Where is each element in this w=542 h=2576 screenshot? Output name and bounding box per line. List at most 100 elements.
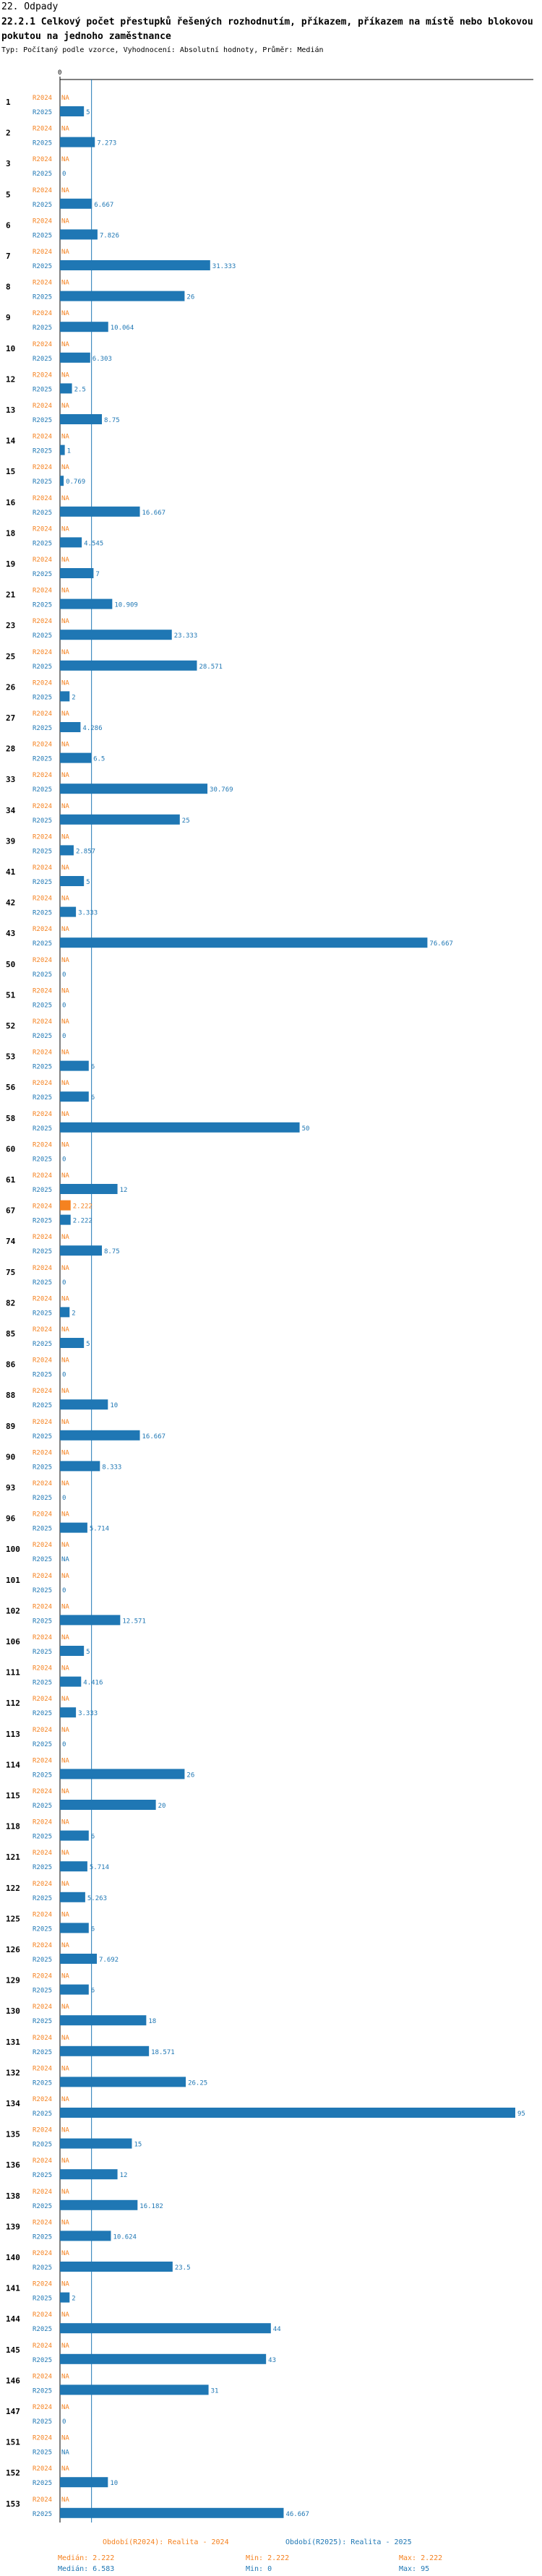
data-label-r2024: NA bbox=[61, 1727, 69, 1734]
series-label-r2025: R2025 bbox=[33, 2387, 52, 2395]
data-label-r2024: NA bbox=[61, 649, 69, 656]
series-label-r2024: R2024 bbox=[33, 156, 52, 163]
series-label-r2025: R2025 bbox=[33, 756, 52, 763]
series-label-r2024: R2024 bbox=[33, 772, 52, 779]
data-label-r2024: NA bbox=[61, 434, 69, 441]
category-label: 3 bbox=[6, 159, 11, 168]
series-label-r2025: R2025 bbox=[33, 1495, 52, 1502]
data-label-r2024: NA bbox=[61, 896, 69, 903]
bar-r2025 bbox=[60, 2384, 209, 2395]
bar-r2025 bbox=[60, 1430, 140, 1441]
data-label-r2025: 2.222 bbox=[73, 1218, 93, 1225]
category-label: 10 bbox=[6, 344, 15, 353]
data-label-r2024: NA bbox=[61, 2035, 69, 2042]
bar-r2025 bbox=[60, 414, 103, 424]
data-label-r2025: 5.263 bbox=[87, 1895, 107, 1902]
data-label-r2025: 4.286 bbox=[82, 725, 102, 732]
data-label-r2025: 95 bbox=[517, 2111, 525, 2118]
bar-r2025 bbox=[60, 1954, 98, 1964]
category-label: 129 bbox=[6, 1976, 20, 1985]
category-label: 33 bbox=[6, 775, 15, 784]
bar-r2025 bbox=[60, 660, 197, 671]
series-label-r2024: R2024 bbox=[33, 2435, 52, 2442]
series-label-r2024: R2024 bbox=[33, 618, 52, 625]
data-label-r2025: 4.416 bbox=[83, 1680, 103, 1687]
data-label-r2025: 30.769 bbox=[210, 786, 233, 794]
series-label-r2025: R2025 bbox=[33, 910, 52, 917]
series-label-r2025: R2025 bbox=[33, 1587, 52, 1594]
data-label-r2025: 50 bbox=[302, 1125, 310, 1133]
bar-r2025 bbox=[60, 106, 85, 116]
series-label-r2024: R2024 bbox=[33, 1203, 52, 1211]
series-label-r2025: R2025 bbox=[33, 1279, 52, 1287]
series-label-r2024: R2024 bbox=[33, 495, 52, 502]
category-label: 60 bbox=[6, 1144, 15, 1154]
data-label-r2024: NA bbox=[61, 1111, 69, 1118]
bar-r2025 bbox=[60, 2353, 267, 2364]
category-label: 18 bbox=[6, 528, 15, 538]
data-label-r2025: 15 bbox=[134, 2142, 142, 2149]
category-label: 122 bbox=[6, 1884, 20, 1893]
series-label-r2025: R2025 bbox=[33, 1433, 52, 1441]
data-label-r2025: 0 bbox=[62, 1002, 66, 1009]
bar-r2025 bbox=[60, 1184, 118, 1194]
data-label-r2024: NA bbox=[61, 372, 69, 379]
data-label-r2025: 6.303 bbox=[93, 356, 112, 363]
data-label-r2025: 6 bbox=[91, 1988, 95, 1995]
category-label: 135 bbox=[6, 2130, 20, 2139]
category-label: 2 bbox=[6, 129, 11, 138]
bar-r2025 bbox=[60, 291, 185, 301]
series-label-r2025: R2025 bbox=[33, 294, 52, 301]
data-label-r2025: 18.571 bbox=[151, 2049, 175, 2056]
bar-r2025 bbox=[60, 1861, 87, 1872]
data-label-r2024: NA bbox=[61, 249, 69, 256]
data-label-r2024: NA bbox=[61, 557, 69, 564]
data-label-r2025: 5.714 bbox=[90, 1864, 109, 1871]
category-label: 41 bbox=[6, 867, 16, 877]
data-label-r2024: NA bbox=[61, 772, 69, 779]
series-label-r2025: R2025 bbox=[33, 1372, 52, 1379]
data-label-r2025: 23.5 bbox=[175, 2264, 191, 2272]
series-label-r2024: R2024 bbox=[33, 2311, 52, 2319]
series-label-r2025: R2025 bbox=[33, 971, 52, 979]
data-label-r2024: NA bbox=[61, 1049, 69, 1057]
series-label-r2025: R2025 bbox=[33, 1526, 52, 1533]
category-label: 39 bbox=[6, 836, 15, 846]
series-label-r2025: R2025 bbox=[33, 1094, 52, 1102]
data-label-r2024: NA bbox=[61, 1419, 69, 1426]
series-label-r2025: R2025 bbox=[33, 1556, 52, 1563]
data-label-r2024: NA bbox=[61, 2281, 69, 2288]
series-label-r2025: R2025 bbox=[33, 171, 52, 178]
series-label-r2025: R2025 bbox=[33, 356, 52, 363]
category-label: 58 bbox=[6, 1114, 15, 1123]
data-label-r2025: 26 bbox=[186, 1772, 194, 1779]
data-label-r2025: 18 bbox=[148, 2018, 156, 2025]
data-label-r2025: 3.333 bbox=[78, 910, 98, 917]
series-label-r2025: R2025 bbox=[33, 1310, 52, 1317]
category-label: 139 bbox=[6, 2222, 20, 2231]
category-label: 130 bbox=[6, 2006, 20, 2016]
series-label-r2025: R2025 bbox=[33, 1248, 52, 1255]
bar-r2025 bbox=[60, 1923, 89, 1933]
bar-r2025 bbox=[60, 2199, 138, 2210]
series-label-r2024: R2024 bbox=[33, 864, 52, 872]
data-label-r2024: NA bbox=[61, 1141, 69, 1149]
series-label-r2025: R2025 bbox=[33, 1988, 52, 1995]
data-label-r2025: 16.667 bbox=[142, 510, 166, 517]
series-label-r2024: R2024 bbox=[33, 1881, 52, 1888]
bar-r2025 bbox=[60, 598, 113, 609]
data-label-r2024: NA bbox=[61, 2219, 69, 2226]
category-label: 21 bbox=[6, 591, 16, 600]
series-label-r2024: R2024 bbox=[33, 372, 52, 379]
data-label-r2025: NA bbox=[61, 2450, 69, 2457]
category-label: 125 bbox=[6, 1914, 20, 1923]
series-label-r2024: R2024 bbox=[33, 1727, 52, 1734]
data-label-r2025: 20 bbox=[158, 1803, 166, 1810]
series-label-r2024: R2024 bbox=[33, 557, 52, 564]
data-label-r2024: NA bbox=[61, 2189, 69, 2196]
category-label: 56 bbox=[6, 1083, 16, 1092]
data-label-r2025: 16.667 bbox=[142, 1433, 166, 1441]
series-label-r2025: R2025 bbox=[33, 2357, 52, 2364]
series-label-r2024: R2024 bbox=[33, 2035, 52, 2042]
series-label-r2024: R2024 bbox=[33, 1357, 52, 1365]
